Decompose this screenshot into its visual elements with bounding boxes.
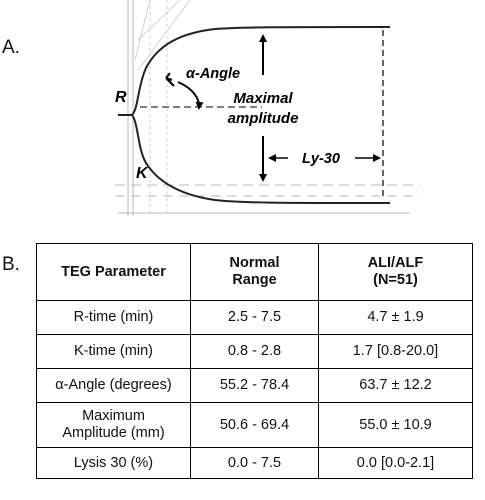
table-row: R-time (min) 2.5 - 7.5 4.7 ± 1.9 [36,300,473,335]
cell-parameter: α-Angle (degrees) [36,368,191,403]
header-ali-alf: ALI/ALF (N=51) [318,243,473,301]
alpha-angle-arrow [177,81,204,110]
header-teg-parameter: TEG Parameter [36,243,191,301]
cell-parameter-line2: Amplitude (mm) [62,425,165,441]
panel-a-label: A. [2,37,20,58]
cell-normal-range: 0.8 - 2.8 [190,334,319,369]
ly30-label: Ly-30 [302,151,340,167]
cell-normal-range: 2.5 - 7.5 [190,300,319,335]
cell-normal-range: 50.6 - 69.4 [190,402,319,448]
r-label: R [115,89,127,106]
cell-ali-alf: 55.0 ± 10.9 [318,402,473,448]
cell-parameter: R-time (min) [36,300,191,335]
cell-ali-alf: 4.7 ± 1.9 [318,300,473,335]
table-row: Lysis 30 (%) 0.0 - 7.5 0.0 [0.0-2.1] [36,447,473,479]
panel-b-label: B. [2,254,20,275]
header-ali-line1: ALI/ALF [367,255,424,271]
table-row: α-Angle (degrees) 55.2 - 78.4 63.7 ± 12.… [36,368,473,403]
header-ali-line2: (N=51) [373,272,418,288]
cell-ali-alf: 0.0 [0.0-2.1] [318,447,473,479]
cell-parameter: Lysis 30 (%) [36,447,191,479]
cell-parameter-line1: Maximum [82,408,145,424]
teg-parameters-table: TEG Parameter Normal Range ALI/ALF (N=51… [36,243,473,479]
amplitude-label: amplitude [228,110,299,127]
header-normal-line2: Range [232,272,277,288]
header-normal-range: Normal Range [190,243,319,301]
teg-lower-curve [131,114,391,204]
table-row: Maximum Amplitude (mm) 50.6 - 69.4 55.0 … [36,402,473,448]
cell-normal-range: 0.0 - 7.5 [190,447,319,479]
teg-upper-curve [118,26,391,116]
table-header-row: TEG Parameter Normal Range ALI/ALF (N=51… [36,243,473,301]
grid-lines [115,0,420,216]
cell-normal-range: 55.2 - 78.4 [190,368,319,403]
maximal-label: Maximal [233,90,293,107]
cell-ali-alf: 63.7 ± 12.2 [318,368,473,403]
cell-ali-alf: 1.7 [0.8-20.0] [318,334,473,369]
cell-parameter: Maximum Amplitude (mm) [36,402,191,448]
teg-tracing-diagram: R K α-Angle Maximal amplitude Ly-30 [115,0,420,216]
table-row: K-time (min) 0.8 - 2.8 1.7 [0.8-20.0] [36,334,473,369]
cell-parameter: K-time (min) [36,334,191,369]
header-normal-line1: Normal [229,255,280,271]
alpha-angle-label: α-Angle [186,66,240,82]
k-label: K [136,165,149,182]
